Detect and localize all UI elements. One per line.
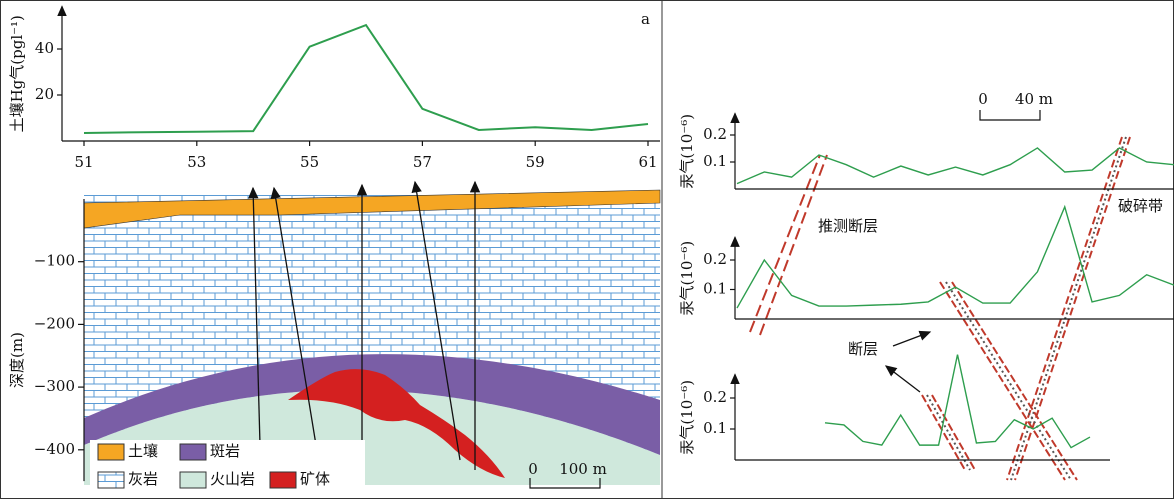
x-tick-label: 59 [526, 153, 545, 171]
legend-swatch [97, 471, 125, 489]
scale-bar [529, 478, 601, 489]
scale-label: 0 [528, 460, 538, 478]
annotation: 破碎带 [1118, 197, 1163, 215]
x-tick-label: 53 [187, 153, 206, 171]
y-axis-label: 土壤Hg气(pgl⁻¹) [8, 15, 26, 132]
legend-box [90, 440, 365, 496]
legend-label: 火山岩 [210, 470, 255, 488]
legend-swatch [179, 471, 207, 489]
y-tick-label: −400 [34, 440, 75, 458]
legend-swatch [179, 443, 207, 461]
y-tick-label: 0.1 [703, 152, 727, 170]
x-tick-label: 61 [638, 153, 657, 171]
data-line [736, 204, 1174, 309]
scale-bar [979, 110, 1041, 121]
x-tick-label: 55 [300, 153, 319, 171]
data-line [824, 354, 1091, 449]
annotation: 断层 [848, 340, 878, 358]
scale-label: 0 [978, 90, 988, 108]
legend-swatch [269, 471, 297, 489]
legend-label: 土壤 [128, 442, 158, 460]
drill-hole [248, 186, 261, 446]
cross-section [83, 180, 661, 496]
y-tick-label: 40 [35, 39, 54, 57]
data-line [736, 147, 1174, 185]
y-tick-label: −100 [34, 252, 75, 270]
ore-body [288, 369, 505, 478]
y-axis-label: 汞气(10⁻⁶) [678, 114, 696, 189]
x-tick-label: 57 [413, 153, 432, 171]
drill-hole [270, 186, 317, 446]
arrow [884, 365, 921, 393]
annotation: 推测断层 [818, 217, 878, 235]
y-tick-label: 0.1 [703, 419, 727, 437]
y-axis-label: 汞气(10⁻⁶) [678, 241, 696, 316]
scale-label: 40 m [1015, 90, 1053, 108]
x-tick-label: 51 [74, 153, 93, 171]
y-tick-label: −200 [34, 314, 75, 332]
drill-hole [411, 180, 461, 461]
y-tick-label: −300 [34, 377, 75, 395]
y-tick-label: 0.2 [703, 125, 727, 143]
panel-label: a [641, 10, 650, 28]
scale-label: 100 m [559, 460, 607, 478]
y-tick-label: 0.2 [703, 388, 727, 406]
data-line [83, 23, 649, 134]
y-axis-label: 深度(m) [8, 332, 26, 388]
legend-label: 灰岩 [128, 470, 158, 488]
y-tick-label: 0.1 [703, 280, 727, 298]
arrow [892, 330, 932, 347]
legend-label: 矿体 [300, 470, 330, 488]
y-tick-label: 20 [35, 85, 54, 103]
legend-swatch [97, 443, 125, 461]
y-axis-label: 汞气(10⁻⁶) [678, 380, 696, 455]
faults [749, 136, 1131, 481]
legend-label: 斑岩 [210, 442, 240, 460]
porphyry [84, 354, 660, 455]
y-tick-label: 0.2 [703, 250, 727, 268]
